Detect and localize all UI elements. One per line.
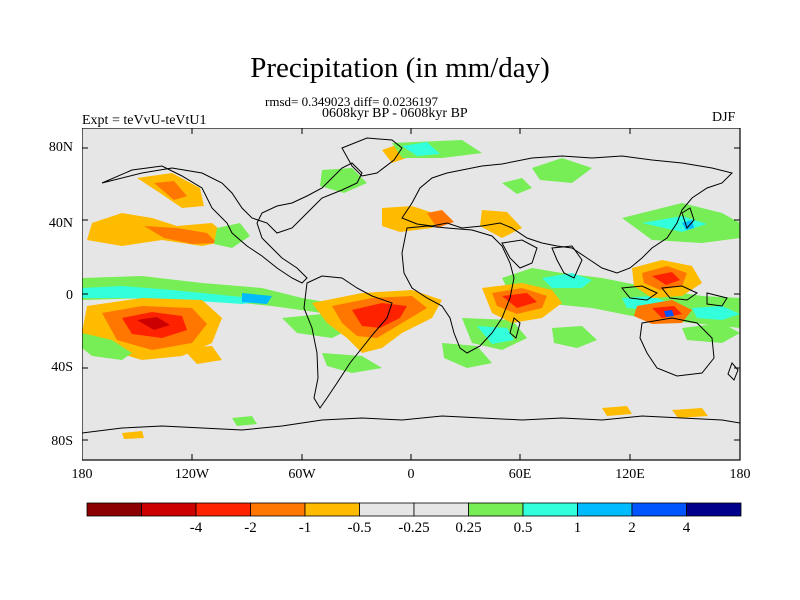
colorbar-box [577, 502, 633, 517]
period-subtitle: 0608kyr BP - 0608kyr BP [322, 106, 468, 121]
lon-label-180w: 180 [71, 467, 93, 482]
season-label: DJF [712, 110, 736, 125]
lat-label-40n: 40N [48, 216, 73, 231]
coastlines [82, 137, 741, 434]
colorbar-label: 0.25 [455, 520, 482, 536]
colorbar-label: -1 [298, 520, 312, 536]
lon-label-60e: 60E [508, 467, 532, 482]
colorbar-label: -0.5 [347, 520, 372, 536]
colorbar-label: 4 [682, 520, 691, 536]
colorbar-box [141, 502, 197, 517]
lon-label-120w: 120W [174, 467, 210, 482]
colorbar-box [413, 502, 469, 517]
colorbar-box [250, 502, 306, 517]
lat-label-80n: 80N [48, 140, 73, 155]
axis-ticks [82, 128, 741, 460]
colorbar-label: 2 [628, 520, 636, 536]
colorbar-label: -0.25 [398, 520, 430, 536]
lon-label-60w: 60W [288, 467, 316, 482]
colorbar-box [359, 502, 415, 517]
stats-subtitle: rmsd= 0.349023 diff= 0.0236197 [265, 94, 438, 109]
colorbar-label: -2 [244, 520, 257, 536]
colorbar-label: 0.5 [513, 520, 533, 536]
precipitation-anomaly-fields [82, 140, 740, 439]
colorbar-box [686, 502, 742, 517]
colorbar-box [86, 502, 142, 517]
colorbar [86, 502, 742, 517]
lat-label-0: 0 [66, 288, 73, 303]
lon-label-120e: 120E [615, 467, 645, 482]
lon-label-180e: 180 [729, 467, 751, 482]
lon-label-0: 0 [407, 467, 415, 482]
colorbar-box [304, 502, 360, 517]
colorbar-box [522, 502, 578, 517]
colorbar-box [631, 502, 687, 517]
colorbar-label: 1 [573, 520, 582, 536]
lat-label-40s: 40S [51, 360, 73, 375]
lat-label-80s: 80S [51, 434, 73, 449]
colorbar-box [195, 502, 251, 517]
experiment-label: Expt = teVvU-teVtU1 [82, 113, 207, 128]
precipitation-map [82, 128, 741, 461]
map-title: Precipitation (in mm/day) [250, 52, 550, 84]
colorbar-label: -4 [189, 520, 203, 536]
colorbar-box [468, 502, 524, 517]
